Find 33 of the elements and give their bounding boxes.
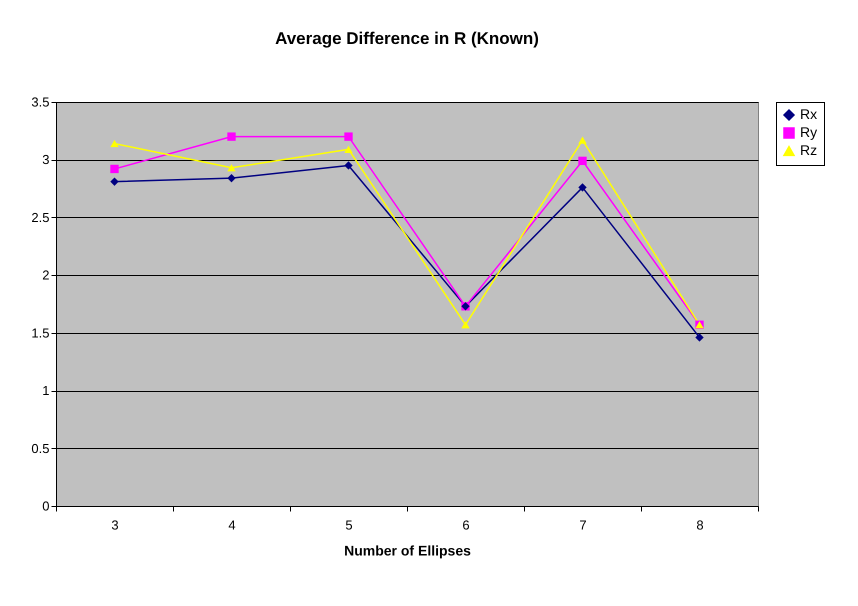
point — [110, 140, 119, 148]
legend-label: Rx — [800, 106, 818, 122]
point — [344, 132, 353, 141]
y-tick-label: 3 — [42, 152, 50, 168]
x-tick-label: 4 — [228, 518, 236, 532]
point — [578, 156, 587, 166]
legend-label: Rz — [800, 142, 818, 158]
y-tick-label: 1.5 — [31, 325, 50, 340]
x-tick-label: 7 — [579, 518, 587, 532]
y-tick-label: 3.5 — [31, 94, 50, 110]
point — [110, 177, 119, 186]
y-tick-label: 0 — [42, 498, 50, 514]
y-tick-label: 2 — [42, 268, 50, 283]
x-tick-label: 5 — [345, 518, 353, 532]
x-axis-title: Number of Ellipses — [344, 542, 472, 558]
point — [578, 136, 587, 144]
x-tick-label: 3 — [111, 518, 119, 532]
y-tick-label: 0.5 — [31, 440, 50, 456]
legend-label: Ry — [800, 124, 818, 140]
point — [344, 146, 353, 153]
point — [227, 132, 236, 141]
point — [461, 321, 470, 328]
point — [578, 183, 587, 192]
point — [695, 333, 704, 342]
y-tick-label: 1 — [42, 383, 50, 398]
point — [344, 161, 353, 170]
point — [227, 164, 236, 172]
y-tick-label: 2.5 — [31, 210, 50, 225]
point — [227, 174, 236, 182]
x-tick-label: 6 — [462, 518, 470, 532]
x-tick-label: 8 — [696, 518, 704, 532]
point — [110, 164, 119, 174]
chart-title: Average Difference in R (Known) — [275, 29, 539, 48]
